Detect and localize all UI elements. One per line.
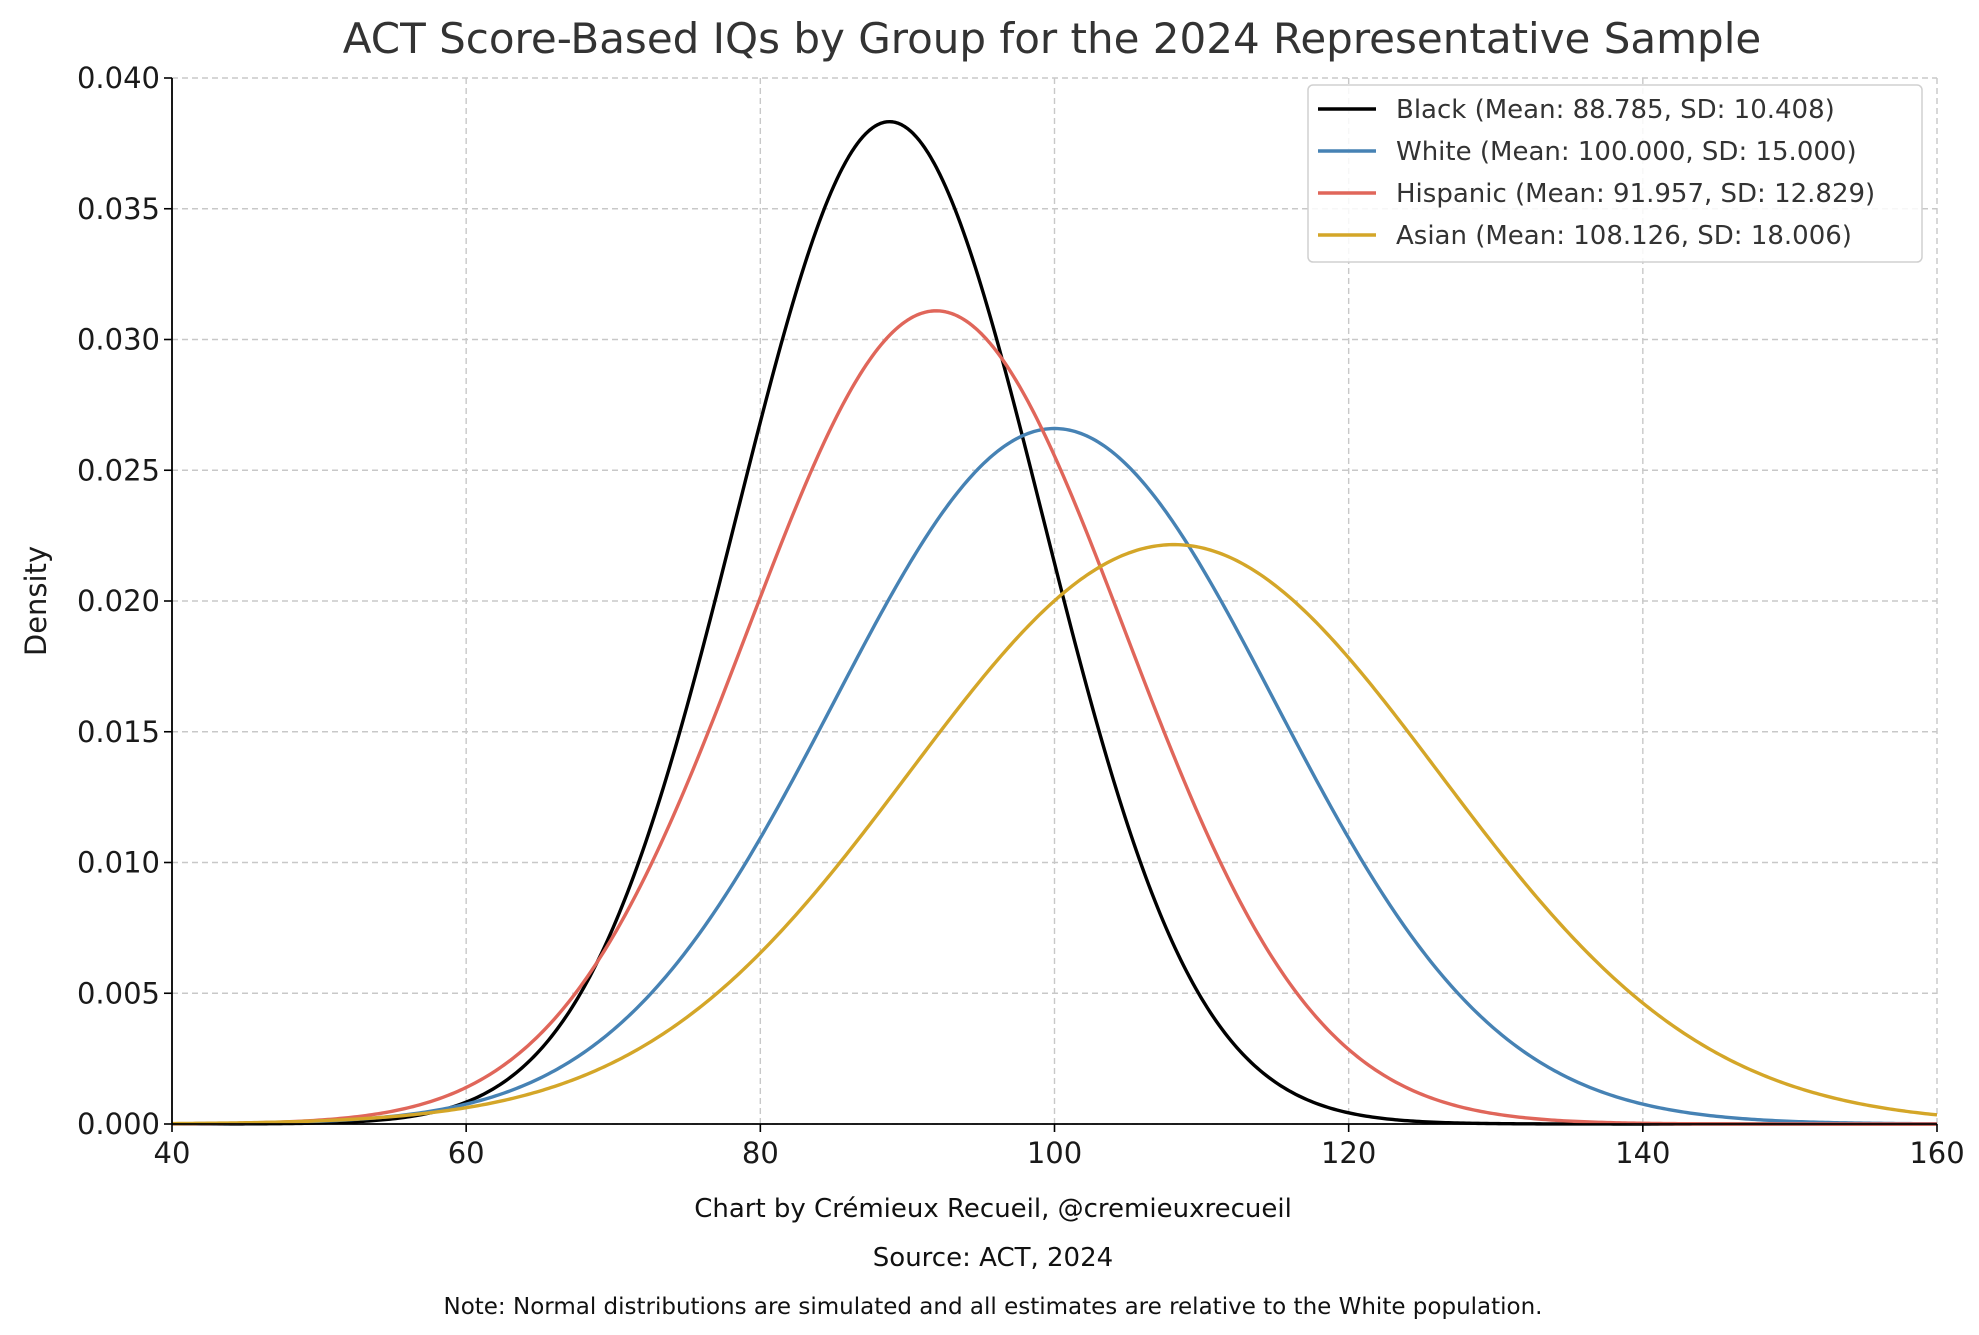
x-tick-label: 140 — [1615, 1136, 1670, 1170]
legend-entry: White (Mean: 100.000, SD: 15.000) — [1396, 137, 1857, 167]
axes — [164, 77, 1938, 1132]
x-tick-label: 60 — [448, 1136, 485, 1170]
x-tick-label: 160 — [1909, 1136, 1964, 1170]
legend-box — [1307, 84, 1923, 263]
y-tick-label: 0.000 — [77, 1107, 160, 1141]
y-tick-label: 0.015 — [77, 715, 160, 749]
x-tick-label: 100 — [1027, 1136, 1082, 1170]
chart-credit: Chart by Crémieux Recueil, @cremieuxrecu… — [694, 1194, 1292, 1224]
y-tick-label: 0.020 — [77, 584, 160, 618]
x-tick-label: 80 — [742, 1136, 779, 1170]
series-line-2 — [171, 426, 1938, 1126]
chart-source: Source: ACT, 2024 — [873, 1243, 1113, 1273]
y-tick-label: 0.010 — [77, 846, 160, 880]
x-tick-label: 40 — [154, 1136, 191, 1170]
y-tick-label: 0.005 — [77, 976, 160, 1010]
legend-entry: Black (Mean: 88.785, SD: 10.408) — [1396, 95, 1835, 125]
series-line-4 — [171, 542, 1938, 1126]
y-tick-label: 0.030 — [77, 323, 160, 357]
y-tick-label: 0.035 — [77, 192, 160, 226]
y-tick-label: 0.040 — [77, 61, 160, 95]
chart-title: ACT Score-Based IQs by Group for the 202… — [343, 14, 1761, 63]
legend-entry: Hispanic (Mean: 91.957, SD: 12.829) — [1396, 179, 1875, 209]
x-tick-label: 120 — [1321, 1136, 1376, 1170]
y-tick-label: 0.025 — [77, 453, 160, 487]
legend: Black (Mean: 88.785, SD: 10.408) White (M… — [1307, 84, 1923, 263]
chart-note: Note: Normal distributions are simulated… — [443, 1294, 1542, 1320]
tick-labels: 40 60 80 100 120 140 160 0.000 0.005 0.010 0.015 0.… — [77, 61, 1965, 1170]
legend-entry: Asian (Mean: 108.126, SD: 18.006) — [1396, 221, 1852, 251]
y-axis-label: Density — [19, 546, 53, 656]
